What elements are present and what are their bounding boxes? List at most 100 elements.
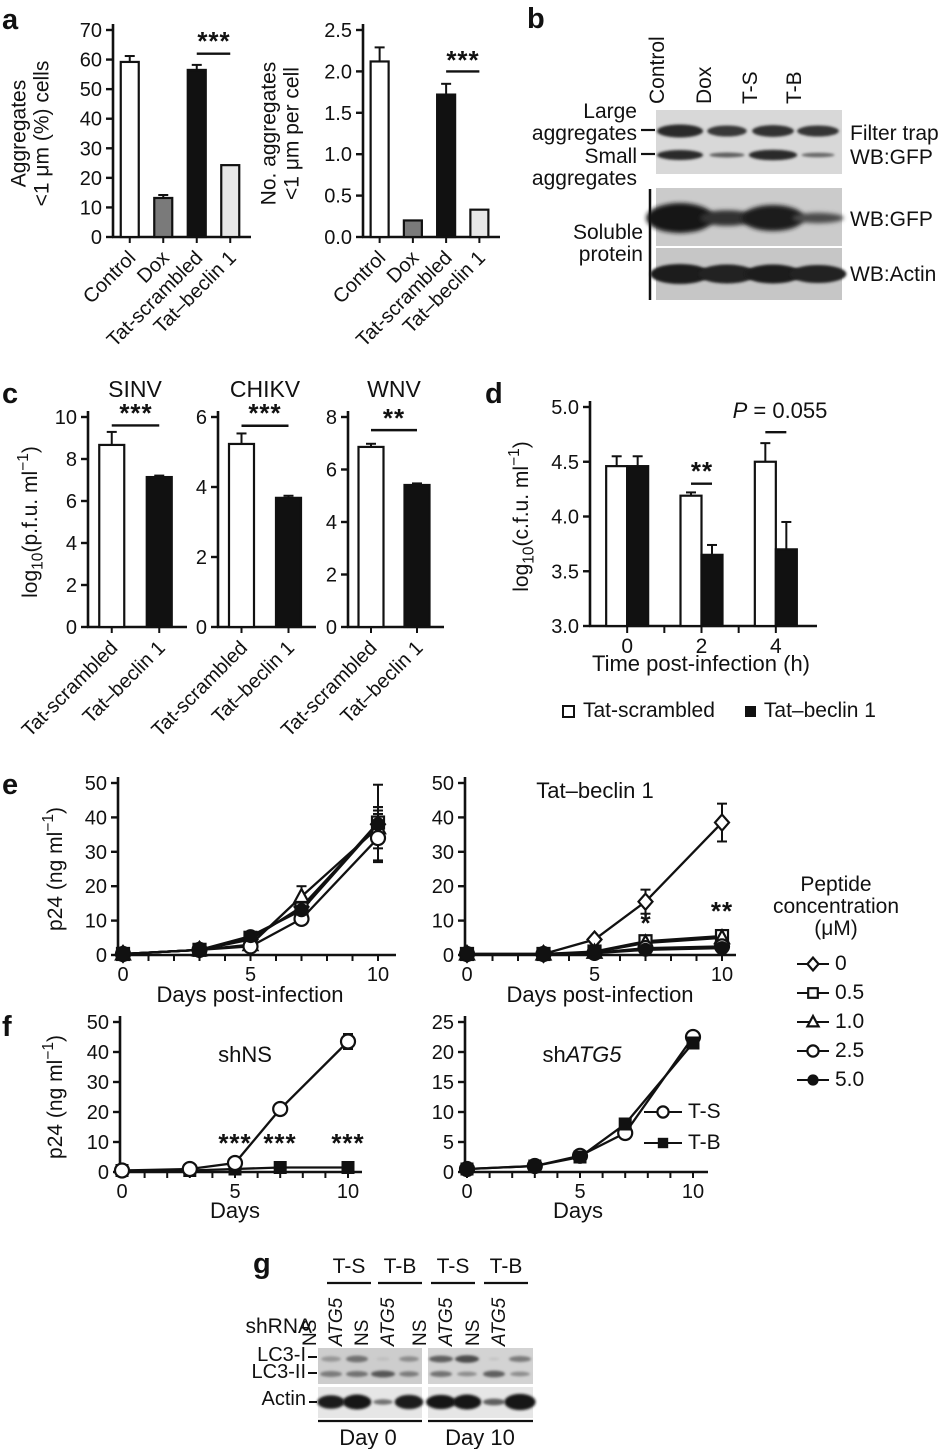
bar <box>153 196 174 239</box>
protein-band <box>426 1394 456 1410</box>
protein-band <box>452 1394 482 1410</box>
y-tick-label: 15 <box>432 1072 454 1094</box>
y-tick-label: 2 <box>196 547 207 569</box>
sig-stars: *** <box>197 26 231 56</box>
y-tick-label: 25 <box>432 1012 454 1034</box>
sig-stars: *** <box>263 1128 297 1158</box>
protein-band <box>488 1357 500 1361</box>
protein-band <box>321 1356 341 1362</box>
legend-label: Tat–beclin 1 <box>763 699 876 722</box>
x-category-label: Control <box>79 247 140 308</box>
protein-band <box>394 1394 424 1410</box>
y-tick-label: 30 <box>80 138 102 160</box>
y-tick-label: 5.0 <box>551 397 579 419</box>
y-tick-label: 50 <box>432 773 454 795</box>
chart-title-tat-beclin: Tat–beclin 1 <box>536 778 654 803</box>
y-axis-label: <1 μm (%) cells <box>31 61 54 207</box>
triangle-marker-icon <box>797 1013 829 1028</box>
blot-filter-trap <box>656 110 842 174</box>
blot-actin-day0 <box>317 1387 424 1418</box>
legend-item: 2.5 <box>796 1040 864 1062</box>
blot-row-label-actin: Actin <box>261 1388 306 1410</box>
protein-band <box>741 205 805 231</box>
blot-actin-day10 <box>426 1387 536 1418</box>
title-italic: ATG5 <box>565 1042 622 1067</box>
bar <box>403 483 431 629</box>
y-tick-label: 2 <box>326 565 337 587</box>
protein-band <box>346 1355 368 1363</box>
y-tick-label: 30 <box>85 842 107 864</box>
sig-stars: *** <box>218 1128 252 1158</box>
x-tick-label: 0 <box>621 635 633 658</box>
y-tick-label: 4 <box>66 533 77 555</box>
x-axis-label-f2: Days <box>552 1198 604 1223</box>
y-tick-label: 50 <box>85 773 107 795</box>
bar <box>774 548 798 628</box>
protein-band <box>700 210 754 226</box>
chart-title-chikv: CHIKV <box>229 376 301 402</box>
x-axis-label-f1: Days <box>209 1198 261 1223</box>
shrna-label: shRNA <box>245 1315 312 1338</box>
bar <box>220 164 241 239</box>
protein-band <box>373 1399 393 1405</box>
legend-item: 0.5 <box>796 982 864 1004</box>
protein-band <box>317 1395 345 1409</box>
bar <box>469 208 490 239</box>
y-tick-label: 8 <box>326 407 337 429</box>
x-tick-label: 5 <box>574 1181 585 1203</box>
y-axis-label: p24 (ng ml−1) <box>40 1035 67 1159</box>
y-tick-label: 10 <box>85 911 107 933</box>
bar <box>679 494 703 628</box>
legend-title-peptide-concentration: Peptide concentration (μM) <box>756 874 916 940</box>
blot-row-label-large-aggregates: Large aggregates <box>510 101 637 145</box>
bar <box>605 465 629 628</box>
label-line: aggregates <box>531 122 637 145</box>
diamond-marker-icon <box>797 955 829 973</box>
blot-soluble-gfp <box>646 188 844 246</box>
y-axis-label: log10(p.f.u. ml−1) <box>15 446 46 598</box>
x-tick-label: 0 <box>117 964 128 986</box>
y-tick-label: 20 <box>432 1042 454 1064</box>
y-tick-label: 4 <box>326 512 337 534</box>
bar-series-1 <box>626 455 798 628</box>
bar <box>753 460 777 628</box>
blot-actin-b <box>650 248 847 300</box>
blot-lane-label: ATG5 <box>436 1297 457 1346</box>
sig-stars: * <box>640 908 652 938</box>
blot-method-label: Filter trap <box>850 122 939 145</box>
legend-e: 0 0.5 1.0 2.5 5.0 <box>796 953 864 1091</box>
y-tick-label: 20 <box>432 876 454 898</box>
chart-title-shns: shNS <box>218 1042 272 1067</box>
bar-series-0 <box>605 442 777 628</box>
x-tick-label: 10 <box>337 1181 359 1203</box>
y-tick-label: 30 <box>87 1072 109 1094</box>
label-line: Soluble <box>572 221 643 244</box>
y-tick-label: 50 <box>87 1012 109 1034</box>
circle-marker-icon <box>797 1044 829 1058</box>
y-tick-label: 10 <box>432 1102 454 1124</box>
y-tick-label: 6 <box>326 460 337 482</box>
blot-row-label-lc3-i: LC3-I <box>257 1344 306 1366</box>
y-tick-label: 20 <box>87 1102 109 1124</box>
protein-band <box>320 1370 342 1378</box>
y-tick-label: 3.0 <box>551 616 579 638</box>
x-tick-label: 5 <box>229 1181 240 1203</box>
chart-f2: 0 5 10 15 20 25 0 5 10 <box>432 1012 708 1203</box>
protein-band <box>483 1370 505 1378</box>
chart-f1: 0 10 20 30 40 50 p24 (ng ml−1) 0 5 10 <box>40 1012 362 1203</box>
y-tick-label: 40 <box>87 1042 109 1064</box>
y-tick-label: 50 <box>80 79 102 101</box>
protein-band <box>789 265 847 283</box>
y-tick-label: 60 <box>80 50 102 72</box>
blot-lane-label: T-S <box>739 71 762 104</box>
protein-band <box>430 1370 452 1378</box>
day-label: Day 0 <box>339 1425 397 1449</box>
sig-stars: *** <box>331 1128 365 1158</box>
x-tick-label: 0 <box>116 1181 127 1203</box>
x-axis-label-e1: Days post-infection <box>156 982 344 1007</box>
protein-band <box>656 150 704 160</box>
y-tick-label: 10 <box>55 407 77 429</box>
legend-f2-ts: T-S <box>643 1101 721 1123</box>
protein-band <box>801 152 835 158</box>
chart-title-sinv: SINV <box>108 376 162 402</box>
